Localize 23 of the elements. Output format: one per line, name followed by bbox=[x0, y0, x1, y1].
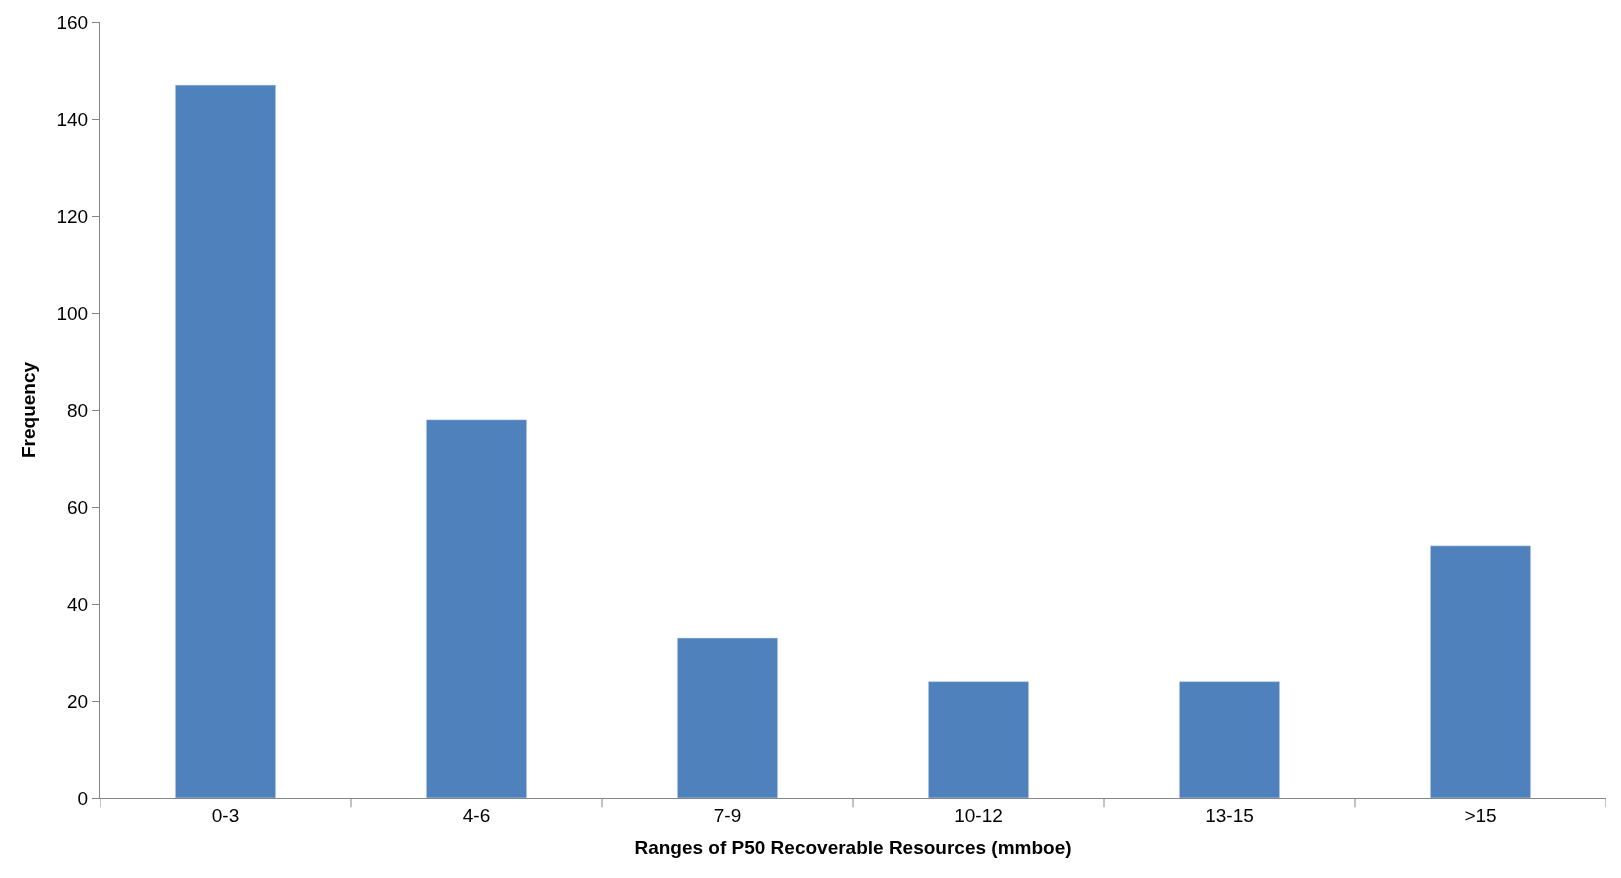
bar bbox=[426, 419, 527, 798]
x-tick-label: 0-3 bbox=[211, 804, 240, 826]
y-tick-label: 20 bbox=[67, 690, 89, 712]
y-tick-label: 100 bbox=[56, 302, 89, 324]
x-tick-label: 10-12 bbox=[954, 804, 1003, 826]
bar bbox=[175, 84, 276, 798]
bar bbox=[1430, 545, 1531, 798]
y-tick-label: 60 bbox=[67, 496, 89, 518]
y-tick-label: 160 bbox=[56, 11, 89, 33]
y-axis-title: Frequency bbox=[18, 361, 40, 459]
y-tick-label: 140 bbox=[56, 108, 89, 130]
y-tick-label: 40 bbox=[67, 593, 89, 615]
x-tick-label: >15 bbox=[1464, 804, 1497, 826]
y-tick-label: 120 bbox=[56, 205, 89, 227]
x-axis-title: Ranges of P50 Recoverable Resources (mmboe) bbox=[634, 836, 1072, 858]
y-tick-label: 0 bbox=[77, 787, 89, 809]
bar bbox=[928, 681, 1029, 798]
bar bbox=[1179, 681, 1280, 798]
x-tick-label: 4-6 bbox=[462, 804, 491, 826]
y-tick-label: 80 bbox=[67, 399, 89, 421]
bar bbox=[677, 637, 778, 798]
x-tick-label: 13-15 bbox=[1205, 804, 1254, 826]
x-tick-label: 7-9 bbox=[713, 804, 742, 826]
